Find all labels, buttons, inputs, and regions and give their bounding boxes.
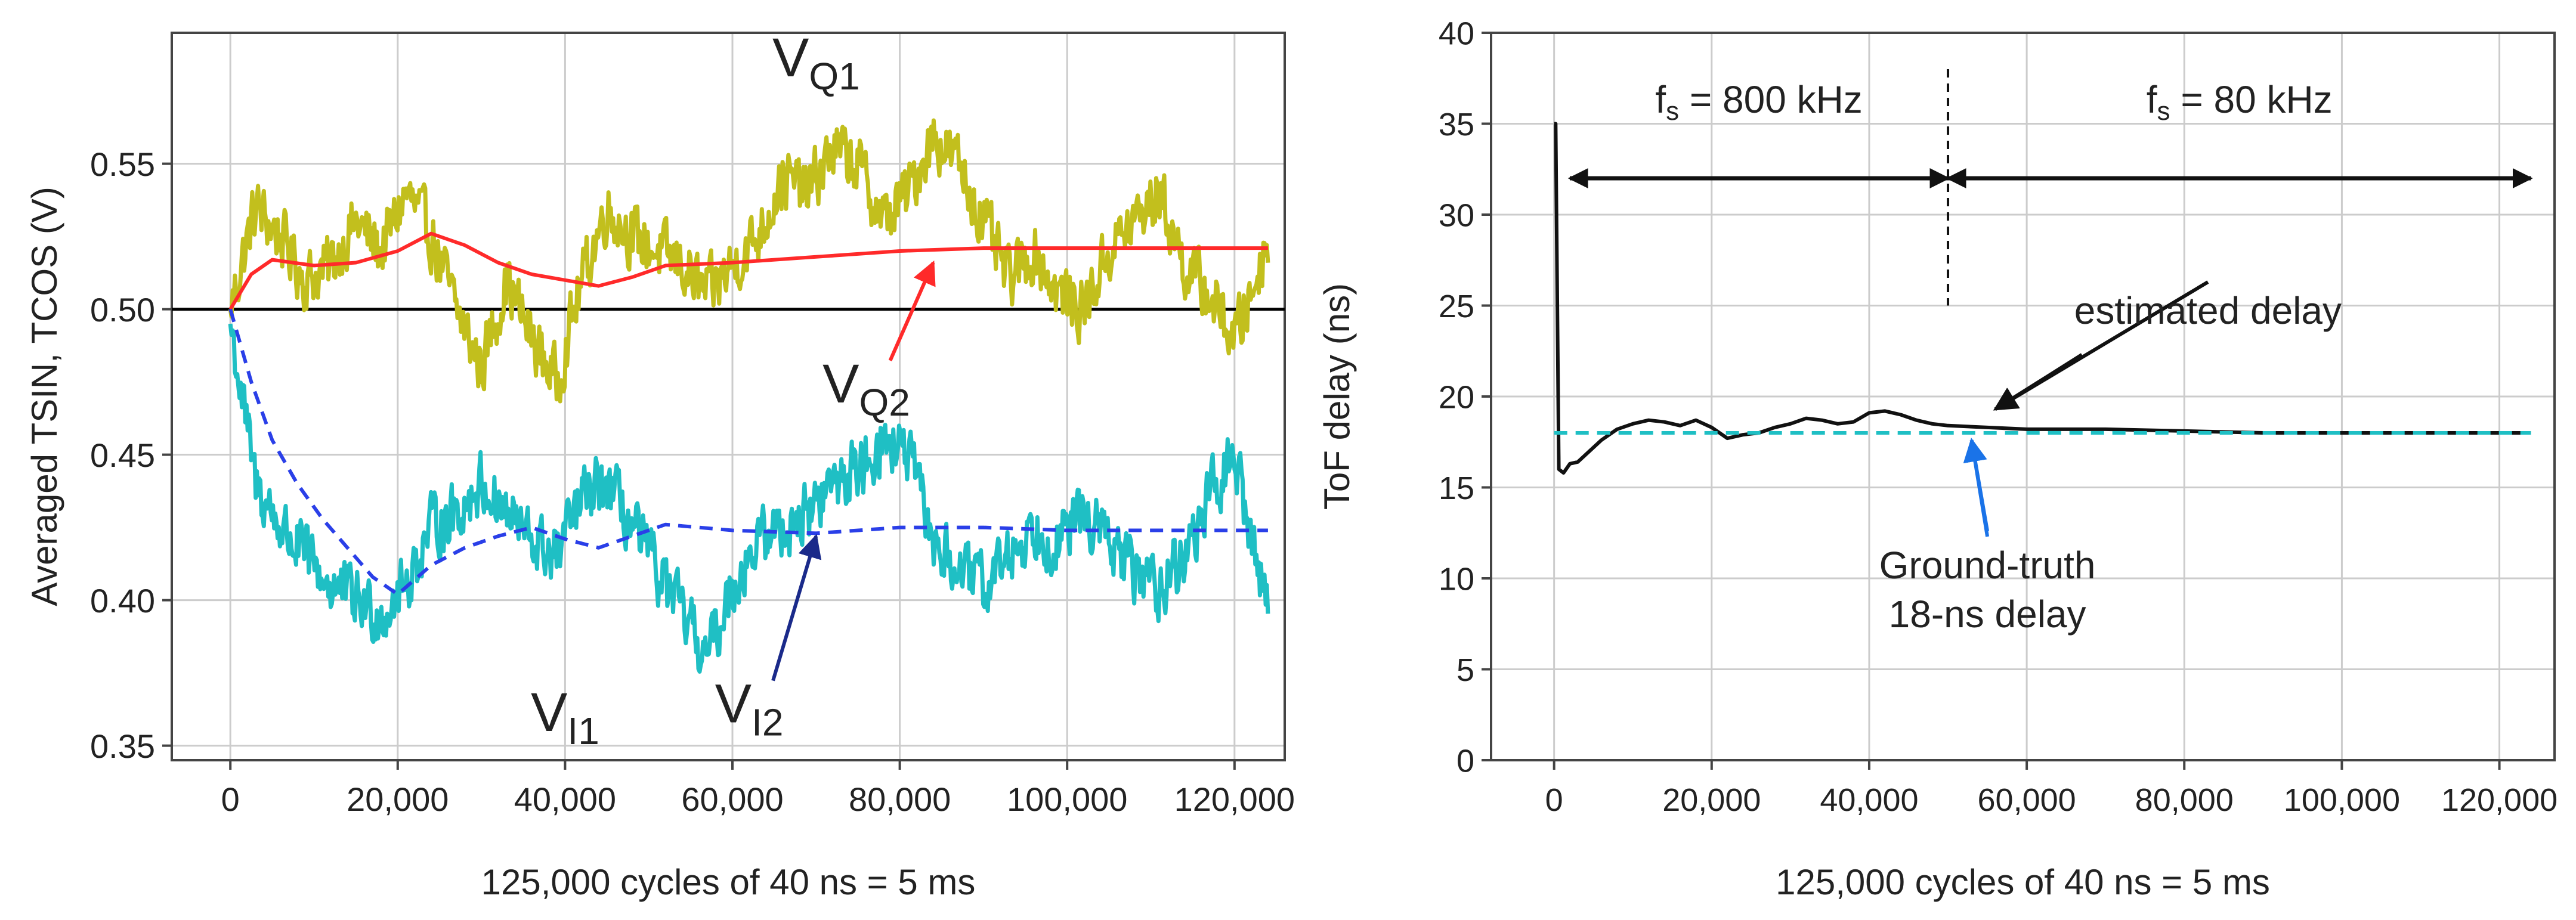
y-tick-label: 0.50	[90, 291, 155, 329]
y-axis-label: Averaged TSIN, TCOS (V)	[24, 187, 64, 606]
region-label-main: f	[2147, 78, 2157, 121]
chart-2-grid	[1491, 32, 2555, 761]
y-tick-label: 35	[1439, 107, 1474, 143]
x-tick-label: 20,000	[1662, 782, 1761, 818]
x-tick-label: 100,000	[1007, 780, 1127, 818]
region-label-rest: = 800 kHz	[1679, 78, 1863, 121]
annotation-label-vi2: VI2	[715, 674, 784, 744]
region-label-rest: = 80 kHz	[2170, 78, 2333, 121]
series-vi2	[228, 308, 1268, 596]
annotation-sub: Q1	[809, 55, 859, 98]
annotation-sub: Q2	[859, 381, 910, 424]
y-tick-label: 0.55	[90, 145, 155, 183]
x-tick-label: 80,000	[2135, 782, 2234, 818]
annotation-label-gt: Ground-truth	[1879, 544, 2096, 587]
chart-1: 0 20,000 40,000 60,000 80,000 100,000 120,000 0…	[24, 27, 1295, 902]
annotation-arrow-vi2	[771, 534, 822, 682]
chart-1-plot-area	[172, 118, 1285, 674]
y-tick-label: 0.35	[90, 727, 155, 765]
x-tick-label: 20,000	[347, 780, 449, 818]
annotation-arrow-gt	[1963, 438, 1990, 532]
y-tick-label: 5	[1456, 652, 1474, 688]
annotation-main: V	[531, 682, 567, 743]
region-label-sub: s	[1666, 97, 1679, 126]
y-axis-label: ToF delay (ns)	[1317, 283, 1357, 510]
series-vq1	[228, 118, 1270, 404]
region-label-sub: s	[2157, 97, 2170, 126]
series-vq2	[228, 231, 1268, 311]
chart-2-plot-area	[1554, 122, 2531, 475]
annotation-label-est: estimated delay	[2074, 289, 2342, 332]
x-axis-label: 125,000 cycles of 40 ns = 5 ms	[1776, 862, 2270, 902]
region-label: fs = 800 kHz	[1655, 78, 1863, 126]
series-vi1	[228, 323, 1270, 674]
annotation-label-vi1: VI1	[531, 682, 599, 752]
y-tick-label: 0	[1456, 743, 1474, 779]
chart-1-grid	[172, 33, 1285, 760]
chart-2: 0 20,000 40,000 60,000 80,000 100,000 120,000 0…	[1317, 16, 2558, 902]
annotation-arrow-vq2	[888, 260, 936, 361]
x-tick-label: 120,000	[2441, 782, 2558, 818]
annotation-label-vq2: VQ2	[822, 354, 910, 424]
y-tick-label: 15	[1439, 470, 1474, 506]
y-tick-label: 30	[1439, 197, 1474, 233]
x-tick-label: 100,000	[2284, 782, 2400, 818]
annotation-label-vq1: VQ1	[772, 27, 860, 98]
annotation-arrow-est	[1993, 353, 2083, 411]
annotation-sub: I1	[567, 710, 599, 752]
annotation-sub: I2	[752, 701, 783, 744]
y-tick-label: 10	[1439, 561, 1474, 597]
x-tick-label: 60,000	[1978, 782, 2076, 818]
x-tick-label: 0	[221, 780, 240, 818]
chart-1-frame	[171, 32, 1286, 761]
annotation-main: V	[822, 354, 859, 414]
region-label-main: f	[1655, 78, 1666, 121]
y-tick-label: 20	[1439, 379, 1474, 415]
x-tick-label: 40,000	[514, 780, 616, 818]
annotation-label-gt: 18-ns delay	[1889, 593, 2086, 636]
y-tick-label: 0.45	[90, 436, 155, 474]
y-tick-label: 0.40	[90, 582, 155, 619]
x-tick-label: 120,000	[1174, 780, 1295, 818]
annotation-main: V	[715, 674, 752, 735]
annotation-main: V	[772, 27, 809, 88]
x-axis-label: 125,000 cycles of 40 ns = 5 ms	[481, 862, 976, 902]
y-tick-label: 40	[1439, 16, 1474, 51]
x-tick-label: 80,000	[849, 780, 951, 818]
x-tick-label: 40,000	[1820, 782, 1918, 818]
series-estimated-delay	[1554, 122, 2531, 475]
x-tick-label: 60,000	[681, 780, 783, 818]
y-tick-label: 25	[1439, 289, 1474, 324]
x-tick-label: 0	[1545, 782, 1563, 818]
region-label: fs = 80 kHz	[2147, 78, 2333, 126]
